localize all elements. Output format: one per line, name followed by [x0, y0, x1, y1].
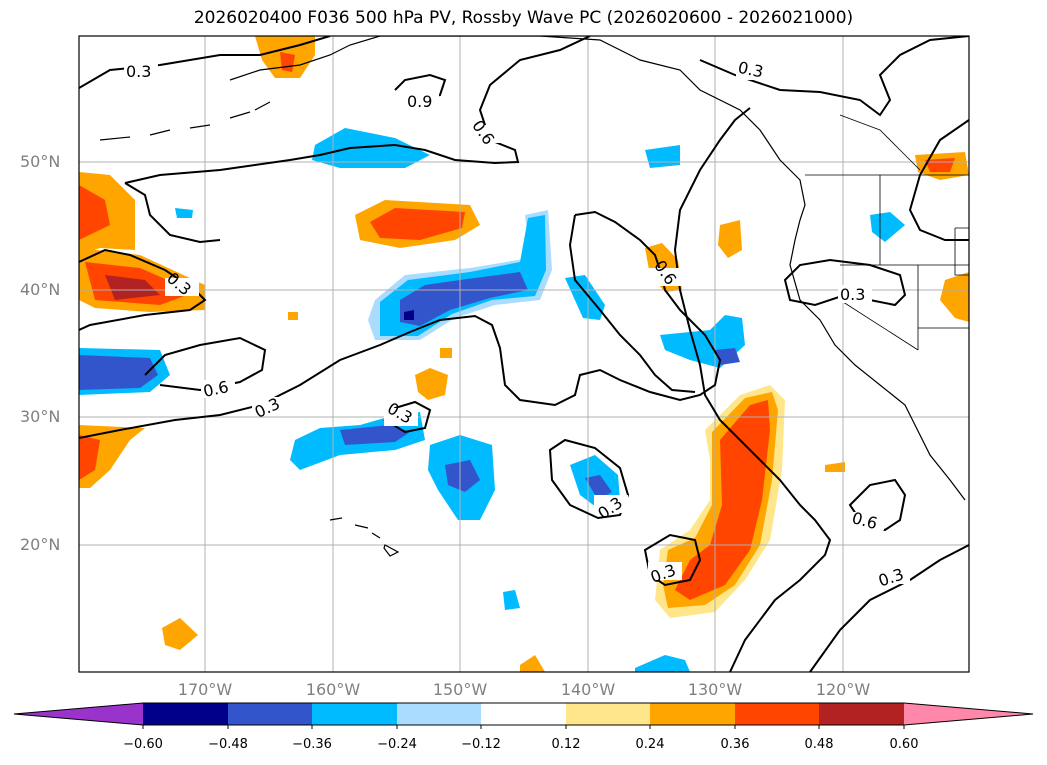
colorbar-segment — [650, 703, 735, 725]
contour-label: 0.9 — [407, 92, 432, 111]
colorbar-tick-label: −0.12 — [461, 737, 501, 752]
lat-label: 30°N — [20, 407, 61, 426]
colorbar-segment — [143, 703, 228, 725]
contour-north-06 — [124, 36, 591, 184]
cold-anomaly-coast — [870, 212, 905, 242]
contour-west-03 — [79, 248, 207, 331]
contour-south-03 — [809, 544, 969, 672]
state-borders — [805, 174, 969, 351]
colorbar-tick-label: −0.24 — [377, 737, 417, 752]
lon-label: 130°W — [687, 680, 743, 699]
warm-anomaly-mid-small — [415, 368, 448, 400]
contour-coast-03 — [783, 258, 907, 307]
lon-label: 160°W — [305, 680, 361, 699]
contour-lines — [79, 36, 969, 672]
colorbar-tick-label: 0.12 — [551, 737, 581, 752]
lon-label: 120°W — [815, 680, 871, 699]
map-frame — [78, 35, 970, 673]
page-title: 2026020400 F036 500 hPa PV, Rossby Wave … — [193, 8, 854, 28]
colorbar-segment — [819, 703, 904, 725]
lat-label: 20°N — [20, 535, 61, 554]
colorbar-extend-high — [904, 703, 1033, 725]
colorbar-segment — [397, 703, 481, 725]
contour-label: 0.3 — [126, 62, 151, 81]
coastlines — [99, 36, 969, 557]
lat-label: 50°N — [20, 152, 61, 171]
contour-labels: 0.3 0.9 0.6 0.3 0.3 0.6 0.6 0.3 0.3 0.3 … — [124, 58, 910, 590]
colorbar-tick-label: 0.48 — [804, 737, 834, 752]
contour-north-03 — [79, 36, 331, 89]
lon-label: 170°W — [177, 680, 233, 699]
colorbar-segment — [481, 703, 566, 725]
lon-label: 150°W — [432, 680, 488, 699]
colorbar-tick-label: −0.36 — [292, 737, 332, 752]
colorbar-extend-low — [14, 703, 143, 725]
colorbar-tick-label: 0.24 — [635, 737, 665, 752]
warm-anomaly-coast-mid — [940, 272, 969, 322]
colorbar-segment — [312, 703, 397, 725]
colorbar-tick-label: −0.60 — [123, 737, 163, 752]
pv-anomaly-fill — [79, 36, 969, 672]
cold-anomaly-small-west — [175, 208, 193, 218]
colorbar — [13, 702, 1034, 729]
alaska-coast — [229, 36, 806, 221]
contour-label: 0.3 — [736, 58, 765, 82]
contour-label: 0.6 — [201, 377, 230, 401]
us-west-coast — [789, 219, 966, 501]
colorbar-segment — [735, 703, 819, 725]
colorbar-tick-label: 0.36 — [720, 737, 750, 752]
colorbar-tick-label: −0.48 — [208, 737, 248, 752]
contour-east-06 — [673, 107, 761, 461]
hawaii-islands — [329, 517, 400, 557]
warm-anomaly-east-north — [718, 220, 742, 258]
warm-anomaly-southwest — [162, 618, 198, 650]
contour-label: 0.6 — [468, 117, 498, 149]
graticule — [79, 36, 969, 672]
cold-anomaly-south-edge — [635, 655, 690, 672]
cold-anomaly-east-band — [565, 275, 605, 320]
warm-anomaly-south-edge — [520, 655, 545, 672]
lon-label: 140°W — [560, 680, 616, 699]
cold-anomaly-small-north — [645, 145, 680, 168]
cold-anomaly-north — [312, 128, 430, 168]
contour-label: 0.3 — [840, 285, 865, 304]
contour-east-03-big — [699, 36, 969, 117]
cold-anomaly-small-south — [503, 590, 520, 610]
colorbar-tick-label: 0.60 — [889, 737, 919, 752]
lat-label: 40°N — [20, 280, 61, 299]
colorbar-segment — [228, 703, 312, 725]
colorbar-segment — [566, 703, 650, 725]
